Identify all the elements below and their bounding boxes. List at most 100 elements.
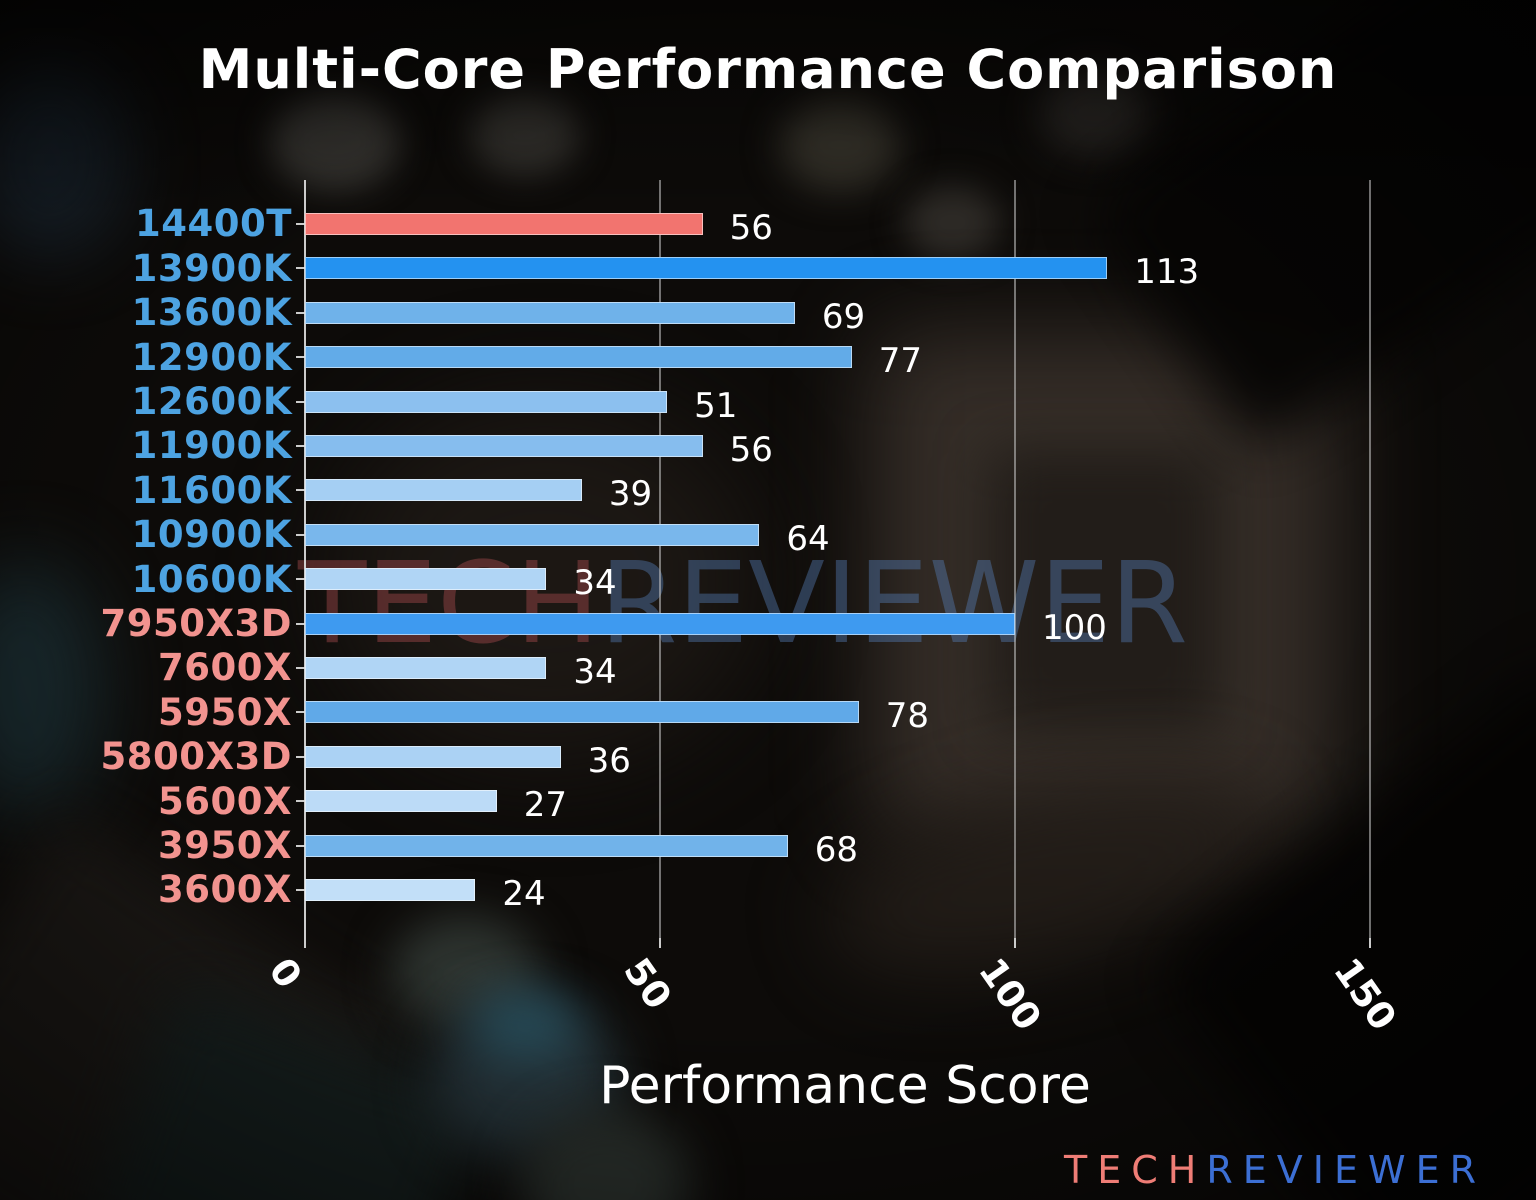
bar-value-label: 27 xyxy=(523,785,567,826)
x-tick-label: 150 xyxy=(1325,950,1405,1039)
category-label: 12900K xyxy=(131,335,292,379)
bar-value-label: 24 xyxy=(502,873,546,914)
bar-value-label: 36 xyxy=(587,740,631,781)
y-axis-tick xyxy=(296,533,305,536)
gridline xyxy=(659,180,661,938)
watermark-reviewer-text: REVIEWER xyxy=(599,539,1188,669)
brand-logo: TECHREVIEWER xyxy=(1064,1148,1486,1192)
x-axis-tick xyxy=(1369,938,1371,948)
bar-row: 12600K 51 xyxy=(0,379,1536,423)
y-axis-tick xyxy=(296,844,305,847)
bar-value-label: 56 xyxy=(729,429,773,470)
bar-value-label: 39 xyxy=(608,474,653,515)
bar xyxy=(305,790,497,813)
x-axis-label: Performance Score xyxy=(599,1056,1091,1116)
bar xyxy=(305,656,547,679)
y-axis-tick xyxy=(296,800,305,803)
bar-value-label: 113 xyxy=(1134,252,1200,293)
category-label: 10600K xyxy=(131,557,292,601)
logo-reviewer-text: REVIEWER xyxy=(1206,1148,1486,1192)
y-axis-tick xyxy=(296,755,305,758)
category-label: 12600K xyxy=(131,380,292,424)
bar-value-label: 77 xyxy=(878,341,922,382)
bar-value-label: 100 xyxy=(1042,607,1107,648)
bar xyxy=(305,834,788,857)
bar-row: 11900K 56 xyxy=(0,424,1536,468)
bar xyxy=(305,212,703,235)
y-axis-tick xyxy=(296,222,305,225)
watermark-tech-text: TECH xyxy=(298,539,600,669)
category-label: 7600X xyxy=(157,646,292,690)
chart-title: Multi-Core Performance Comparison xyxy=(198,38,1338,101)
bar-value-label: 69 xyxy=(821,296,866,337)
y-axis-tick xyxy=(296,267,305,270)
bar xyxy=(305,568,547,591)
gridline xyxy=(1369,180,1371,938)
y-axis-tick xyxy=(296,489,305,492)
category-label: 11900K xyxy=(131,424,292,468)
bar-row: 14400T 56 xyxy=(0,202,1536,246)
x-tick-label: 50 xyxy=(615,950,680,1018)
category-label: 5950X xyxy=(157,690,292,734)
bar xyxy=(305,390,668,413)
y-axis-tick xyxy=(296,622,305,625)
x-tick-label: 100 xyxy=(970,950,1050,1039)
logo-tech-text: TECH xyxy=(1064,1148,1207,1192)
bar-value-label: 56 xyxy=(729,207,773,248)
gridline xyxy=(1014,180,1016,938)
bar-row: 3950X 68 xyxy=(0,823,1536,867)
bar xyxy=(305,523,760,546)
category-label: 5800X3D xyxy=(100,735,292,779)
x-axis-tick xyxy=(304,938,306,948)
x-tick-label: 0 xyxy=(260,950,311,997)
x-axis-tick xyxy=(1014,938,1016,948)
y-axis-tick xyxy=(296,578,305,581)
bar-value-label: 34 xyxy=(573,651,617,692)
bar-row: 5800X3D 36 xyxy=(0,735,1536,779)
category-label: 7950X3D xyxy=(100,602,292,646)
category-label: 14400T xyxy=(135,202,292,246)
x-axis-tick xyxy=(659,938,661,948)
bar-value-label: 68 xyxy=(814,829,859,870)
category-label: 13900K xyxy=(131,246,292,290)
bar-row: 5950X 78 xyxy=(0,690,1536,734)
y-axis-tick xyxy=(296,666,305,669)
bar xyxy=(305,346,852,369)
bar-row: 11600K 39 xyxy=(0,468,1536,512)
bar-value-label: 64 xyxy=(786,518,830,559)
bar xyxy=(305,878,476,901)
category-label: 11600K xyxy=(131,468,292,512)
watermark: TECHREVIEWER xyxy=(298,548,1188,660)
bar-value-label: 51 xyxy=(694,385,738,426)
bar-row: 13900K 113 xyxy=(0,246,1536,290)
category-label: 3950X xyxy=(157,824,292,868)
category-label: 13600K xyxy=(131,291,292,335)
bar-value-label: 78 xyxy=(885,696,930,737)
y-axis-tick xyxy=(296,888,305,891)
y-axis-tick xyxy=(296,311,305,314)
bar-row: 10600K 34 xyxy=(0,557,1536,601)
bar-row: 5600X 27 xyxy=(0,779,1536,823)
bar xyxy=(305,479,582,502)
bar xyxy=(305,301,795,324)
bar xyxy=(305,434,703,457)
bar-row: 10900K 64 xyxy=(0,513,1536,557)
category-label: 5600X xyxy=(157,779,292,823)
bar-row: 12900K 77 xyxy=(0,335,1536,379)
bar xyxy=(305,612,1015,635)
bar-row: 13600K 69 xyxy=(0,291,1536,335)
y-axis-spine xyxy=(304,180,306,938)
category-label: 3600X xyxy=(157,868,292,912)
bar xyxy=(305,745,561,768)
bar-row: 7600X 34 xyxy=(0,646,1536,690)
bar-row: 7950X3D 100 xyxy=(0,601,1536,645)
y-axis-tick xyxy=(296,444,305,447)
bar-row: 3600X 24 xyxy=(0,868,1536,912)
y-axis-tick xyxy=(296,356,305,359)
bar-value-label: 34 xyxy=(573,563,617,604)
category-label: 10900K xyxy=(131,513,292,557)
